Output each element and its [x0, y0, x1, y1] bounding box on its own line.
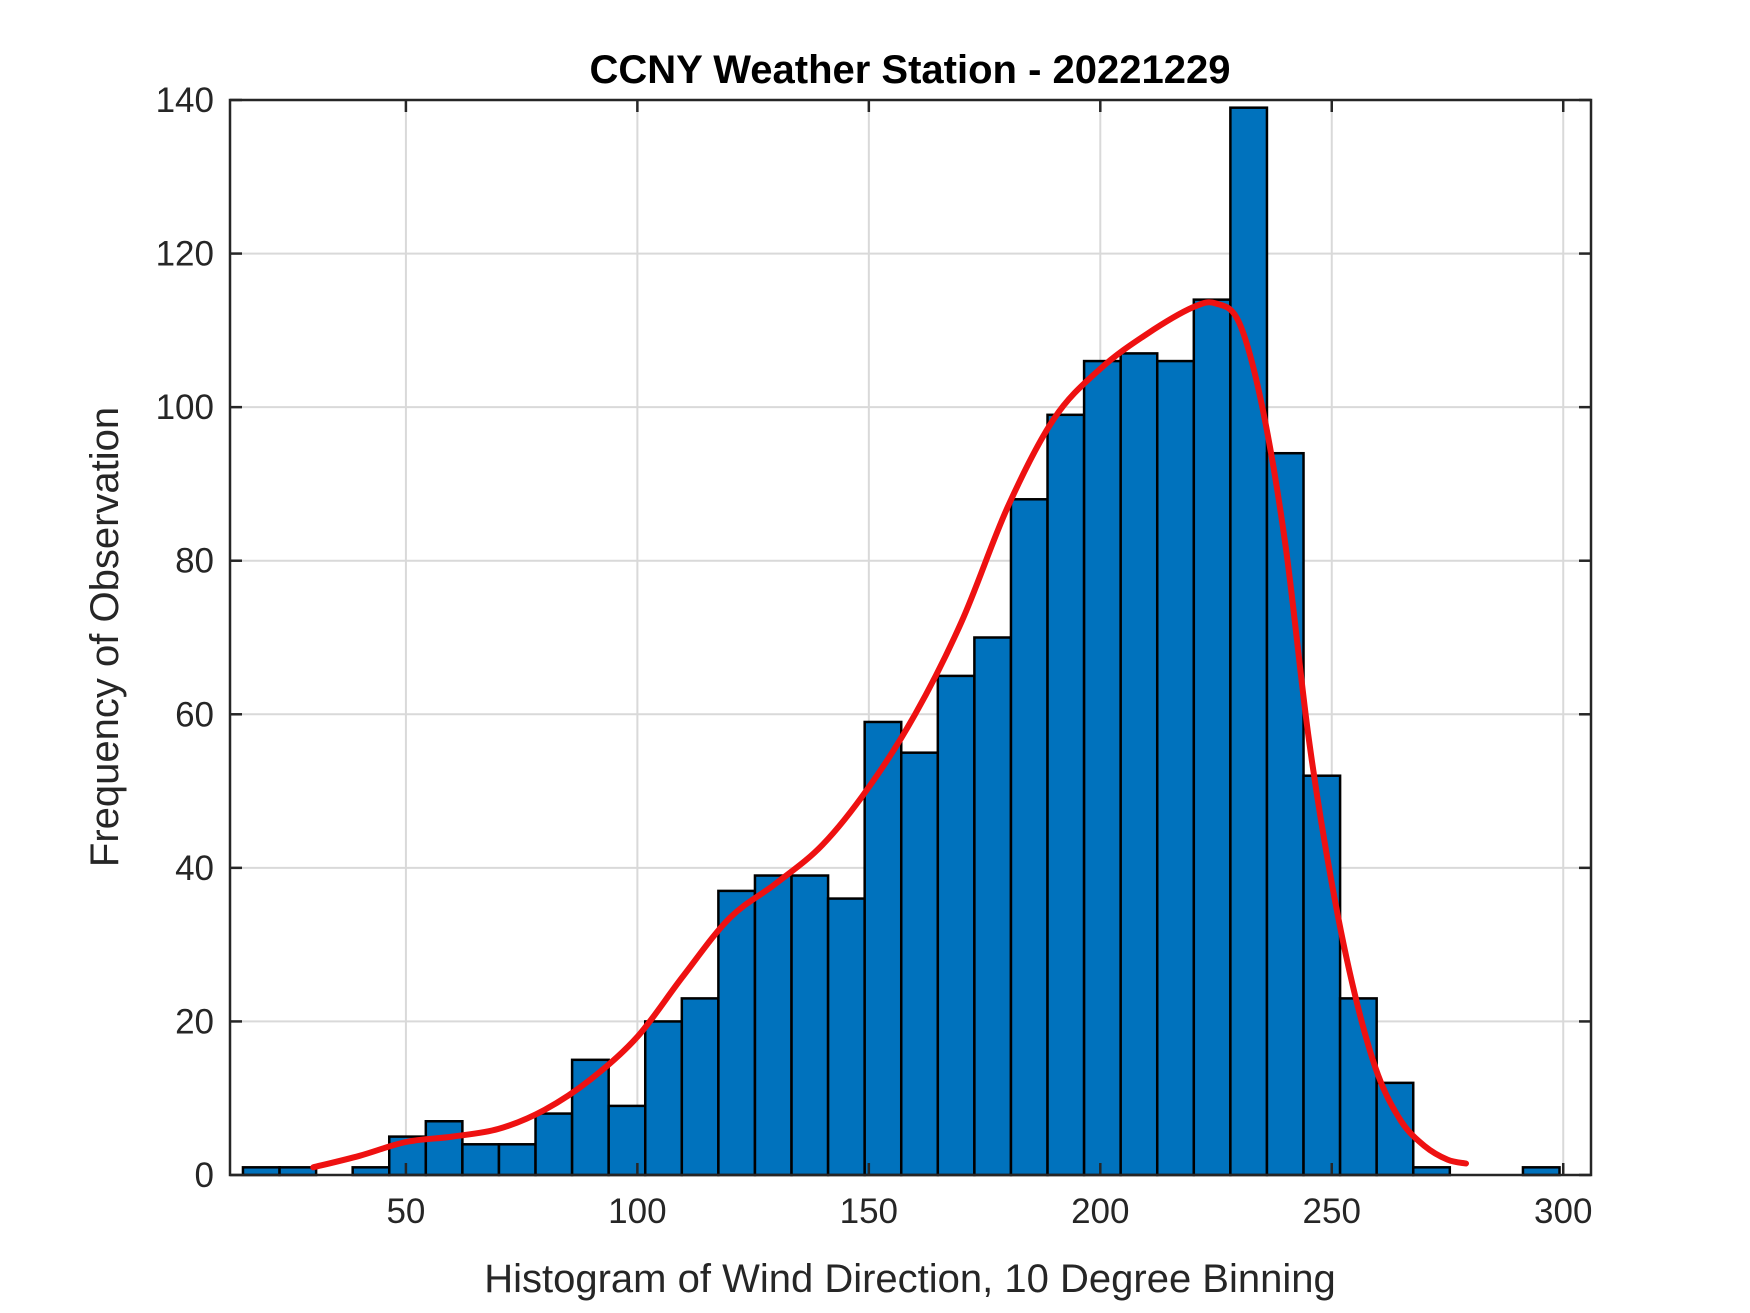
- x-tick-label: 100: [608, 1192, 666, 1231]
- histogram-bar: [1046, 413, 1086, 1177]
- y-tick-label: 40: [175, 849, 214, 888]
- chart-title: CCNY Weather Station - 20221229: [590, 48, 1231, 92]
- histogram-bar: [899, 751, 940, 1177]
- y-tick-label: 80: [175, 542, 214, 581]
- histogram-bar: [607, 1104, 647, 1177]
- x-tick-label: 200: [1071, 1192, 1129, 1231]
- x-tick-label: 250: [1303, 1192, 1361, 1231]
- histogram-bar: [1009, 498, 1049, 1177]
- axis-ticks: 50 100 150 200 250 300 0 20 40 60 80 100 120 140: [156, 81, 1593, 1231]
- histogram-bar: [753, 874, 793, 1177]
- x-axis-label: Histogram of Wind Direction, 10 Degree B…: [484, 1257, 1336, 1301]
- y-tick-label: 120: [156, 235, 214, 274]
- histogram-bar: [973, 636, 1013, 1177]
- histogram-bar: [717, 889, 757, 1177]
- histogram-bar: [1229, 106, 1269, 1177]
- histogram-bar: [680, 997, 720, 1177]
- histogram-bar: [1338, 997, 1378, 1177]
- x-tick-label: 300: [1534, 1192, 1592, 1231]
- y-tick-label: 100: [156, 388, 214, 427]
- histogram-bar: [497, 1143, 537, 1177]
- histogram-bar: [790, 874, 830, 1177]
- histogram-bar: [534, 1112, 574, 1177]
- y-tick-label: 60: [175, 695, 214, 734]
- histogram-bar: [643, 1020, 684, 1177]
- histogram-bar: [1082, 359, 1122, 1177]
- histogram-bars: [241, 106, 1561, 1177]
- histogram-bar: [461, 1143, 501, 1177]
- histogram-bar: [863, 720, 903, 1177]
- x-tick-label: 150: [840, 1192, 898, 1231]
- y-axis-label: Frequency of Observation: [83, 407, 127, 867]
- histogram-bar: [936, 674, 976, 1177]
- histogram-bar: [1192, 298, 1232, 1177]
- y-tick-label: 140: [156, 81, 214, 120]
- histogram-bar: [424, 1120, 464, 1177]
- histogram-bar: [1119, 352, 1159, 1177]
- x-tick-label: 50: [386, 1192, 425, 1231]
- axes-box: [228, 98, 1593, 1177]
- y-tick-label: 0: [195, 1156, 214, 1195]
- fit-curve: [310, 299, 1469, 1171]
- y-tick-label: 20: [175, 1002, 214, 1041]
- histogram-bar: [1155, 359, 1196, 1177]
- histogram-bar: [826, 897, 866, 1177]
